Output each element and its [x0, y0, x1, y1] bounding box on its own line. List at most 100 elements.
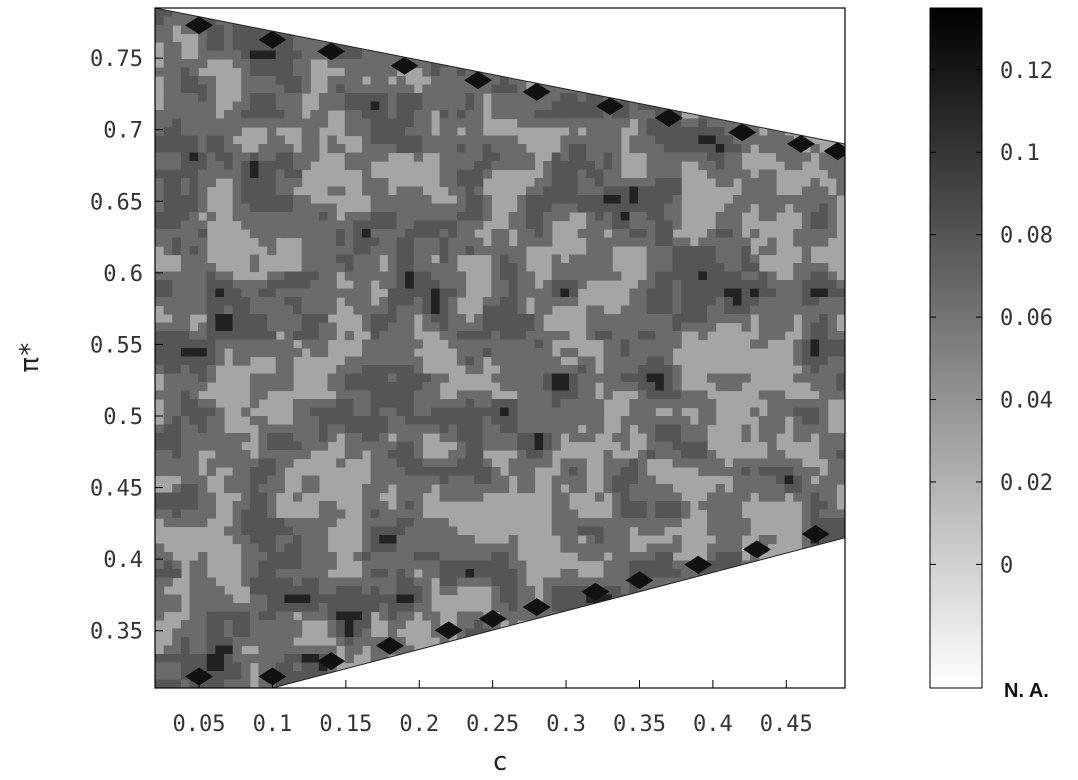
contour-cell	[198, 127, 208, 137]
contour-cell	[318, 594, 329, 604]
contour-cell	[172, 492, 182, 502]
contour-cell	[249, 212, 260, 222]
contour-cell	[431, 212, 441, 222]
y-tick-label: 0.45	[90, 477, 143, 502]
contour-cell	[198, 42, 208, 52]
contour-cell	[396, 127, 406, 137]
contour-cell	[318, 314, 329, 324]
contour-cell	[646, 356, 656, 366]
contour-cell	[206, 212, 216, 222]
contour-cell	[776, 322, 786, 332]
contour-cell	[767, 271, 777, 281]
contour-cell	[638, 212, 648, 222]
contour-cell	[732, 135, 743, 145]
contour-cell	[284, 271, 294, 281]
contour-cell	[362, 127, 372, 137]
contour-cell	[603, 560, 613, 570]
contour-cell	[267, 271, 277, 281]
contour-cell	[672, 518, 682, 528]
contour-cell	[655, 263, 665, 273]
contour-cell	[301, 577, 311, 587]
contour-cell	[750, 186, 760, 196]
contour-cell	[301, 297, 311, 307]
contour-cell	[586, 382, 596, 392]
contour-cell	[517, 416, 527, 426]
contour-cell	[249, 492, 260, 502]
contour-cell	[689, 152, 699, 162]
contour-cell	[284, 433, 294, 443]
contour-cell	[474, 93, 484, 103]
contour-cell	[267, 314, 277, 324]
contour-cell	[189, 212, 199, 222]
contour-cell	[465, 569, 475, 579]
contour-cell	[508, 416, 518, 426]
contour-cell	[284, 152, 294, 162]
contour-cell	[577, 110, 587, 120]
contour-cell	[258, 373, 268, 383]
contour-cell	[456, 212, 467, 222]
contour-cell	[543, 348, 553, 358]
contour-cell	[655, 433, 665, 443]
contour-cell	[387, 475, 398, 485]
contour-cell	[655, 110, 665, 120]
contour-cell	[638, 220, 648, 230]
contour-cell	[180, 110, 191, 120]
contour-cell	[629, 356, 639, 366]
contour-cell	[655, 339, 665, 349]
contour-cell	[508, 382, 518, 392]
contour-cell	[284, 586, 294, 596]
contour-cell	[310, 220, 320, 230]
contour-cell	[249, 67, 260, 77]
contour-cell	[180, 501, 191, 511]
contour-cell	[646, 509, 656, 519]
contour-cell	[638, 492, 648, 502]
contour-cell	[448, 433, 458, 443]
contour-cell	[413, 220, 423, 230]
contour-cell	[422, 424, 432, 434]
contour-cell	[517, 229, 527, 239]
contour-cell	[836, 305, 845, 315]
contour-cell	[155, 433, 165, 443]
contour-cell	[370, 475, 380, 485]
contour-cell	[275, 305, 285, 315]
contour-cell	[534, 212, 544, 222]
contour-cell	[189, 169, 199, 179]
contour-cell	[284, 365, 294, 375]
contour-cell	[163, 382, 173, 392]
contour-cell	[267, 441, 277, 451]
contour-cell	[422, 67, 432, 77]
contour-cell	[465, 407, 475, 417]
contour-cell	[318, 501, 329, 511]
contour-cell	[241, 322, 251, 332]
contour-cell	[431, 203, 441, 213]
contour-cell	[396, 399, 406, 409]
contour-cell	[362, 569, 372, 579]
contour-cell	[258, 518, 268, 528]
contour-cell	[836, 288, 845, 298]
contour-cell	[560, 212, 570, 222]
contour-cell	[508, 594, 518, 604]
contour-cell	[189, 331, 199, 341]
contour-cell	[491, 603, 501, 613]
contour-cell	[594, 314, 605, 324]
contour-cell	[534, 365, 544, 375]
contour-cell	[655, 229, 665, 239]
contour-cell	[689, 399, 699, 409]
contour-cell	[801, 297, 812, 307]
contour-cell	[750, 254, 760, 264]
contour-cell	[258, 501, 268, 511]
contour-cell	[336, 458, 346, 468]
contour-cell	[396, 518, 406, 528]
contour-cell	[801, 263, 812, 273]
contour-cell	[379, 322, 389, 332]
contour-cell	[603, 569, 613, 579]
contour-cell	[569, 280, 579, 290]
contour-cell	[431, 144, 441, 154]
contour-cell	[629, 509, 639, 519]
contour-cell	[180, 178, 191, 188]
contour-cell	[543, 594, 553, 604]
contour-cell	[482, 348, 492, 358]
contour-cell	[422, 416, 432, 426]
contour-cell	[379, 603, 389, 613]
contour-cell	[638, 127, 648, 137]
